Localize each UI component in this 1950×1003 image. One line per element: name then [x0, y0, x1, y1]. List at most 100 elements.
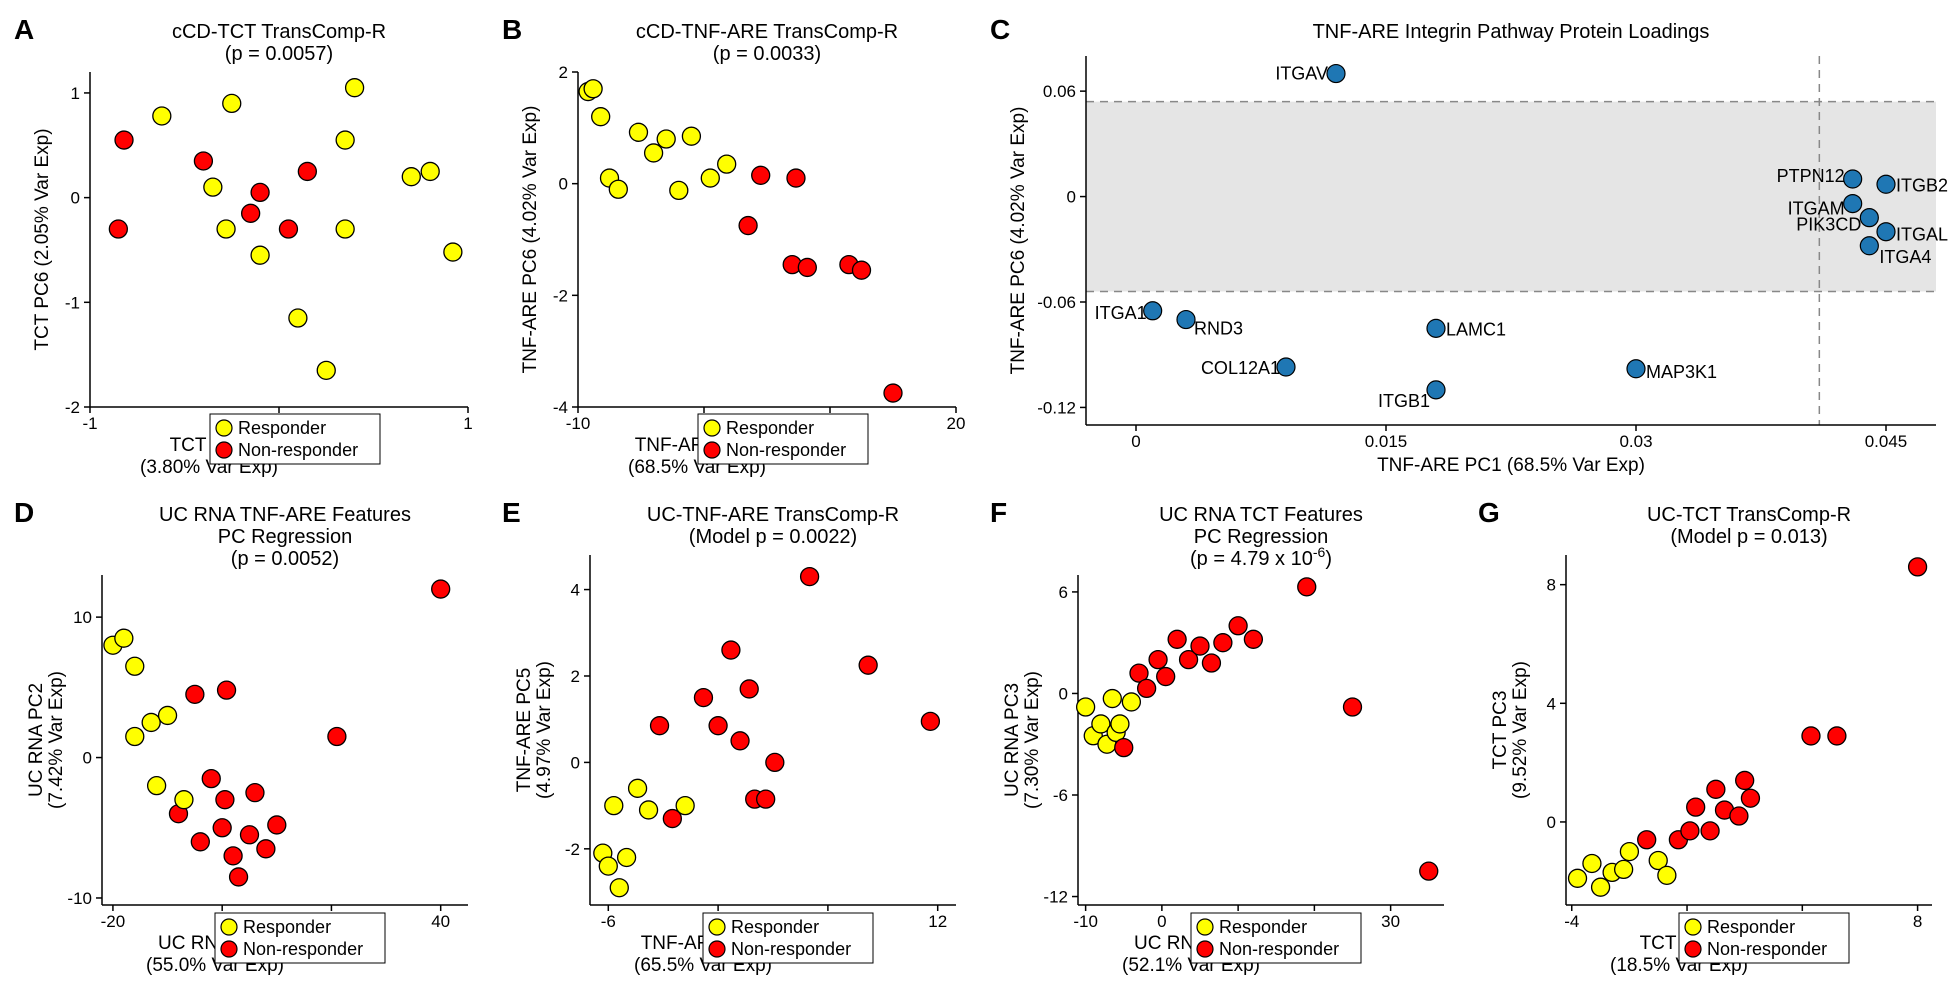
svg-text:-10: -10	[67, 889, 92, 908]
svg-text:(p = 0.0033): (p = 0.0033)	[713, 43, 821, 65]
svg-text:(p = 0.0052): (p = 0.0052)	[231, 548, 339, 570]
panel-f: F-100102030-12-606UC RNA TCT FeaturesPC …	[996, 503, 1456, 983]
panel-letter: F	[990, 497, 1007, 529]
svg-text:UC RNA TNF-ARE Features: UC RNA TNF-ARE Features	[159, 504, 411, 526]
svg-text:8: 8	[1547, 576, 1556, 595]
svg-text:Responder: Responder	[243, 917, 331, 937]
svg-text:TCT PC6 (2.05% Var Exp): TCT PC6 (2.05% Var Exp)	[32, 128, 53, 350]
svg-text:-4: -4	[1564, 912, 1579, 931]
svg-text:ITGAV: ITGAV	[1275, 64, 1328, 84]
svg-text:0.015: 0.015	[1365, 432, 1408, 451]
svg-text:(p = 0.0057): (p = 0.0057)	[225, 43, 333, 65]
svg-text:UC-TCT TransComp-R: UC-TCT TransComp-R	[1647, 504, 1851, 526]
panel-d: D-2002040-10010UC RNA TNF-ARE FeaturesPC…	[20, 503, 480, 983]
svg-text:8: 8	[1913, 912, 1922, 931]
svg-text:-2: -2	[553, 286, 568, 305]
svg-text:Non-responder: Non-responder	[243, 939, 363, 959]
panel-letter: C	[990, 14, 1010, 46]
svg-text:RND3: RND3	[1194, 319, 1243, 339]
svg-text:1: 1	[463, 414, 472, 433]
svg-text:-10: -10	[1073, 912, 1098, 931]
svg-text:-6: -6	[601, 912, 616, 931]
svg-text:0: 0	[1059, 684, 1068, 703]
panel-letter: A	[14, 14, 34, 46]
svg-text:UC-TNF-ARE TransComp-R: UC-TNF-ARE TransComp-R	[647, 504, 899, 526]
svg-text:20: 20	[947, 414, 966, 433]
svg-text:cCD-TNF-ARE TransComp-R: cCD-TNF-ARE TransComp-R	[636, 21, 898, 43]
chart-b: -1001020-4-202cCD-TNF-ARE TransComp-R(p …	[508, 20, 968, 485]
svg-text:ITGAL: ITGAL	[1896, 225, 1948, 245]
svg-text:4: 4	[1547, 694, 1556, 713]
svg-text:Non-responder: Non-responder	[1219, 939, 1339, 959]
svg-text:MAP3K1: MAP3K1	[1646, 362, 1717, 382]
svg-text:LAMC1: LAMC1	[1446, 319, 1506, 339]
svg-text:-10: -10	[566, 414, 591, 433]
panel-c: C00.0150.030.045-0.12-0.0600.06TNF-ARE I…	[996, 20, 1944, 485]
svg-text:TNF-ARE Integrin Pathway Prote: TNF-ARE Integrin Pathway Protein Loading…	[1313, 21, 1710, 43]
svg-text:40: 40	[431, 912, 450, 931]
svg-text:10: 10	[73, 608, 92, 627]
svg-text:-6: -6	[1053, 786, 1068, 805]
svg-text:Responder: Responder	[1707, 917, 1795, 937]
svg-text:COL12A1: COL12A1	[1201, 358, 1280, 378]
svg-text:0: 0	[1131, 432, 1140, 451]
svg-text:Non-responder: Non-responder	[726, 440, 846, 460]
svg-text:-1: -1	[65, 293, 80, 312]
svg-text:UC RNA PC2(7.42% Var Exp): UC RNA PC2(7.42% Var Exp)	[26, 671, 67, 809]
panel-e: E-60612-2024UC-TNF-ARE TransComp-R(Model…	[508, 503, 968, 983]
svg-text:2: 2	[571, 667, 580, 686]
svg-text:ITGB1: ITGB1	[1378, 391, 1430, 411]
chart-d: -2002040-10010UC RNA TNF-ARE FeaturesPC …	[20, 503, 480, 983]
svg-text:PTPN12: PTPN12	[1777, 166, 1845, 186]
panel-letter: D	[14, 497, 34, 529]
panel-a: A-101-2-101cCD-TCT TransComp-R(p = 0.005…	[20, 20, 480, 485]
svg-text:30: 30	[1381, 912, 1400, 931]
svg-text:UC RNA TCT Features: UC RNA TCT Features	[1159, 504, 1363, 526]
svg-text:6: 6	[1059, 583, 1068, 602]
svg-text:Non-responder: Non-responder	[238, 440, 358, 460]
svg-text:2: 2	[559, 63, 568, 82]
svg-text:-0.06: -0.06	[1037, 293, 1076, 312]
svg-text:-12: -12	[1043, 888, 1068, 907]
panel-g: G-4048048UC-TCT TransComp-R(Model p = 0.…	[1484, 503, 1944, 983]
svg-text:PC Regression: PC Regression	[218, 526, 353, 548]
svg-text:ITGA4: ITGA4	[1879, 247, 1931, 267]
svg-text:ITGB2: ITGB2	[1896, 175, 1948, 195]
panel-letter: E	[502, 497, 521, 529]
svg-text:Responder: Responder	[731, 917, 819, 937]
svg-text:0: 0	[1547, 813, 1556, 832]
svg-text:4: 4	[571, 581, 580, 600]
svg-text:0: 0	[571, 753, 580, 772]
panel-letter: G	[1478, 497, 1500, 529]
svg-text:Non-responder: Non-responder	[731, 939, 851, 959]
svg-text:0: 0	[1157, 912, 1166, 931]
chart-a: -101-2-101cCD-TCT TransComp-R(p = 0.0057…	[20, 20, 480, 485]
chart-c: 0 0.015 0.03 0.045 -0.12 -0.06 0 0.06 TNF-ARE In…	[996, 20, 1950, 485]
svg-text:PIK3CD: PIK3CD	[1796, 215, 1861, 235]
svg-text:Non-responder: Non-responder	[1707, 939, 1827, 959]
svg-text:UC RNA PC3(7.30% Var Exp): UC RNA PC3(7.30% Var Exp)	[1002, 671, 1043, 809]
svg-text:0.06: 0.06	[1043, 82, 1076, 101]
svg-text:0: 0	[559, 175, 568, 194]
svg-text:1: 1	[71, 84, 80, 103]
svg-text:Responder: Responder	[726, 418, 814, 438]
svg-text:Responder: Responder	[1219, 917, 1307, 937]
svg-text:0.045: 0.045	[1865, 432, 1908, 451]
svg-text:0.03: 0.03	[1619, 432, 1652, 451]
svg-text:0: 0	[71, 189, 80, 208]
chart-f: -100102030-12-606UC RNA TCT FeaturesPC R…	[996, 503, 1456, 983]
chart-e: -60612-2024UC-TNF-ARE TransComp-R(Model …	[508, 503, 968, 983]
svg-text:cCD-TCT TransComp-R: cCD-TCT TransComp-R	[172, 21, 386, 43]
svg-text:(Model p = 0.0022): (Model p = 0.0022)	[689, 526, 857, 548]
figure-grid: A-101-2-101cCD-TCT TransComp-R(p = 0.005…	[20, 20, 1930, 983]
svg-text:12: 12	[928, 912, 947, 931]
panel-letter: B	[502, 14, 522, 46]
svg-text:TNF-ARE PC5(4.97% Var Exp): TNF-ARE PC5(4.97% Var Exp)	[514, 661, 555, 799]
svg-text:TNF-ARE PC6 (4.02% Var Exp): TNF-ARE PC6 (4.02% Var Exp)	[520, 106, 541, 374]
svg-text:TNF-ARE PC6 (4.02% Var Exp): TNF-ARE PC6 (4.02% Var Exp)	[1008, 107, 1029, 375]
svg-text:-4: -4	[553, 398, 568, 417]
chart-g: -4048048UC-TCT TransComp-R(Model p = 0.0…	[1484, 503, 1944, 983]
svg-text:-0.12: -0.12	[1037, 398, 1076, 417]
svg-text:PC Regression: PC Regression	[1194, 526, 1329, 548]
svg-text:0: 0	[1067, 188, 1076, 207]
